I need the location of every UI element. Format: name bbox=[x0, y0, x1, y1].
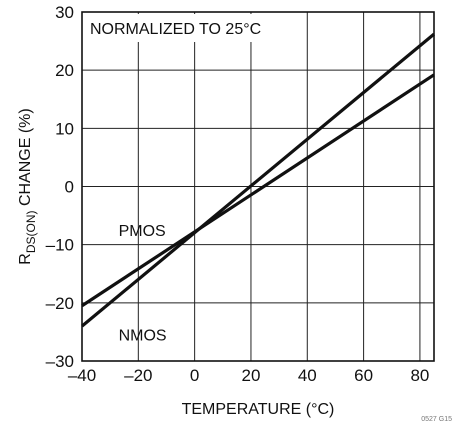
y-tick-label: 10 bbox=[55, 119, 74, 138]
x-tick-label: 80 bbox=[410, 366, 429, 385]
x-tick-label: 60 bbox=[354, 366, 373, 385]
series-label-nmos: NMOS bbox=[119, 328, 167, 345]
y-axis-title-main: R bbox=[17, 253, 34, 265]
y-tick-label: 0 bbox=[65, 178, 74, 197]
figure-code: 0527 G15 bbox=[421, 416, 452, 423]
y-axis-title-subscript: DS(ON) bbox=[24, 211, 38, 254]
y-tick-label: –30 bbox=[46, 352, 74, 371]
series-lines bbox=[80, 32, 436, 328]
series-label-pmos: PMOS bbox=[119, 223, 166, 240]
y-tick-label: 20 bbox=[55, 61, 74, 80]
x-axis-title: TEMPERATURE (°C) bbox=[182, 401, 335, 418]
plot-frame bbox=[81, 11, 435, 362]
annotation-background bbox=[84, 14, 264, 42]
y-tick-label: –10 bbox=[46, 236, 74, 255]
x-tick-label: 20 bbox=[241, 366, 260, 385]
grid-lines bbox=[82, 12, 434, 361]
y-axis-title: RDS(ON) CHANGE (%) bbox=[17, 108, 38, 264]
x-tick-label: 40 bbox=[298, 366, 317, 385]
series-line-pmos bbox=[81, 73, 435, 308]
series-line-nmos bbox=[80, 32, 436, 328]
x-tick-label: –40 bbox=[68, 366, 96, 385]
y-axis-title-rest: CHANGE (%) bbox=[17, 108, 34, 210]
tick-labels: –40 –20 0 20 40 60 80 –30 –20 –10 0 10 20 30 bbox=[46, 3, 430, 385]
normalized-annotation: NORMALIZED TO 25°C bbox=[90, 21, 261, 38]
y-tick-label: –20 bbox=[46, 294, 74, 313]
x-tick-label: –20 bbox=[124, 366, 152, 385]
y-tick-label: 30 bbox=[55, 3, 74, 22]
x-tick-label: 0 bbox=[190, 366, 199, 385]
